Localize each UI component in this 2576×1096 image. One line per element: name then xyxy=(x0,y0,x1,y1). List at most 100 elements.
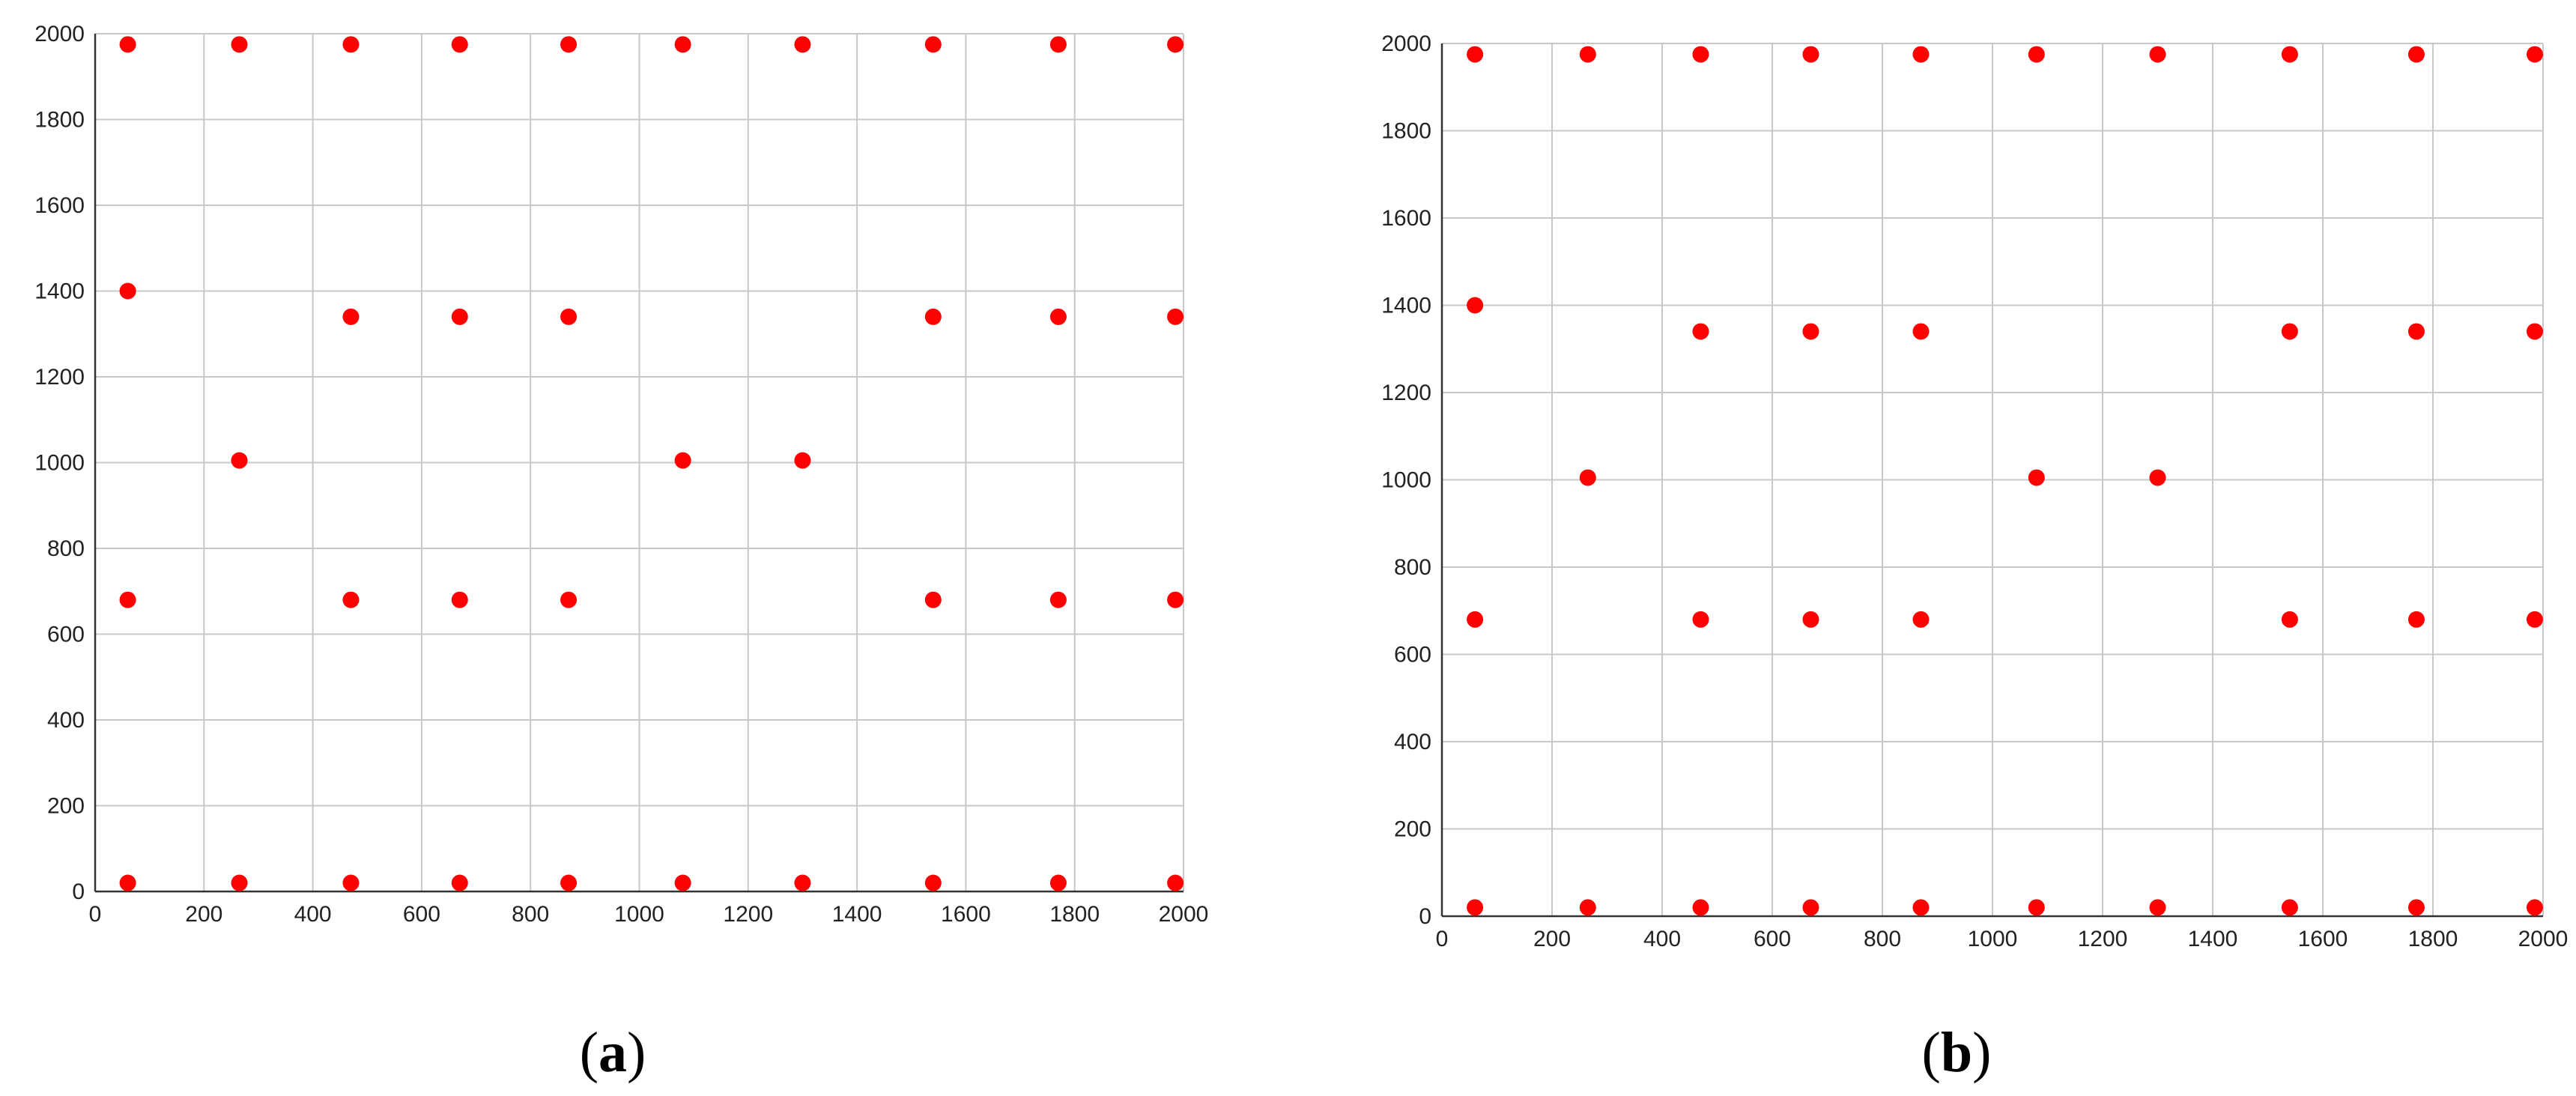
data-point-a-19 xyxy=(794,452,811,469)
y-tick-label-a-2: 400 xyxy=(47,708,85,733)
data-point-a-2 xyxy=(342,36,360,53)
panel-label-b-open: ( xyxy=(1922,1021,1941,1084)
panel-label-a-open: ( xyxy=(580,1021,598,1084)
data-point-a-29 xyxy=(342,874,360,891)
data-point-a-6 xyxy=(794,36,811,53)
data-point-a-0 xyxy=(119,36,136,53)
x-tick-label-a-8: 1600 xyxy=(941,902,991,927)
x-tick-label-a-9: 1800 xyxy=(1049,902,1100,927)
data-point-a-10 xyxy=(119,282,136,300)
data-point-a-14 xyxy=(924,308,942,325)
data-point-a-23 xyxy=(560,591,578,608)
data-point-b-34 xyxy=(2281,899,2298,916)
data-point-b-1 xyxy=(1579,46,1596,63)
data-point-b-12 xyxy=(1802,323,1819,340)
x-tick-label-b-4: 800 xyxy=(1864,927,1901,951)
data-point-b-14 xyxy=(2281,323,2298,340)
y-tick-label-a-0: 0 xyxy=(72,879,85,904)
data-point-b-21 xyxy=(1692,611,1709,628)
data-point-b-5 xyxy=(2028,46,2045,63)
panel-label-b-close: ) xyxy=(1972,1021,1991,1084)
data-point-b-33 xyxy=(2149,899,2166,916)
data-point-a-28 xyxy=(231,874,248,891)
data-point-a-13 xyxy=(560,308,578,325)
y-tick-label-b-2: 400 xyxy=(1394,730,1431,754)
y-tick-label-a-3: 600 xyxy=(47,623,85,647)
data-point-b-10 xyxy=(1467,297,1484,314)
x-tick-label-a-6: 1200 xyxy=(723,902,773,927)
data-point-b-17 xyxy=(1579,469,1596,486)
y-tick-label-b-8: 1600 xyxy=(1381,206,1431,231)
x-tick-label-b-2: 400 xyxy=(1643,927,1681,951)
x-tick-label-b-1: 200 xyxy=(1533,927,1571,951)
y-tick-label-b-3: 600 xyxy=(1394,643,1431,667)
y-tick-label-b-10: 2000 xyxy=(1381,31,1431,56)
y-tick-label-b-5: 1000 xyxy=(1381,468,1431,493)
x-tick-label-b-0: 0 xyxy=(1436,927,1449,951)
x-tick-label-b-7: 1400 xyxy=(2188,927,2238,951)
x-tick-label-b-3: 600 xyxy=(1754,927,1791,951)
data-point-b-3 xyxy=(1802,46,1819,63)
y-tick-label-a-1: 200 xyxy=(47,794,85,819)
data-point-a-3 xyxy=(451,36,468,53)
data-point-b-32 xyxy=(2028,899,2045,916)
data-point-a-24 xyxy=(924,591,942,608)
x-tick-label-a-1: 200 xyxy=(185,902,222,927)
data-point-a-15 xyxy=(1049,308,1067,325)
chart-panel-a: 0 200 400 600 800 1000 1200 1400 1600 1800 2000 0 20… xyxy=(34,22,1208,927)
data-point-b-2 xyxy=(1692,46,1709,63)
y-tick-label-a-10: 2000 xyxy=(34,22,85,46)
data-point-a-5 xyxy=(674,36,691,53)
data-point-b-22 xyxy=(1802,611,1819,628)
y-tick-label-a-9: 1800 xyxy=(34,108,85,133)
chart-panel-b: 0 200 400 600 800 1000 1200 1400 1600 1800 2000 0 20… xyxy=(1381,31,2568,951)
y-tick-label-b-9: 1800 xyxy=(1381,119,1431,144)
data-point-b-36 xyxy=(2526,899,2543,916)
panel-label-b-letter: b xyxy=(1941,1021,1972,1084)
data-point-a-7 xyxy=(924,36,942,53)
data-point-b-25 xyxy=(2407,611,2425,628)
data-point-a-30 xyxy=(451,874,468,891)
panel-label-a: (a) xyxy=(580,1021,646,1084)
x-tick-label-a-4: 800 xyxy=(512,902,549,927)
y-tick-label-b-1: 200 xyxy=(1394,817,1431,842)
y-tick-label-a-6: 1200 xyxy=(34,365,85,390)
data-point-b-18 xyxy=(2028,469,2045,486)
data-point-a-21 xyxy=(342,591,360,608)
y-tick-label-a-5: 1000 xyxy=(34,451,85,476)
data-point-a-9 xyxy=(1167,36,1184,53)
data-point-a-20 xyxy=(119,591,136,608)
data-point-a-25 xyxy=(1049,591,1067,608)
y-tick-label-a-4: 800 xyxy=(47,536,85,561)
y-tick-label-a-7: 1400 xyxy=(34,279,85,304)
data-point-a-16 xyxy=(1167,308,1184,325)
data-point-a-11 xyxy=(342,308,360,325)
y-tick-label-b-0: 0 xyxy=(1419,904,1431,929)
data-point-b-35 xyxy=(2407,899,2425,916)
data-point-a-36 xyxy=(1167,874,1184,891)
y-tick-label-b-4: 800 xyxy=(1394,555,1431,580)
data-point-a-1 xyxy=(231,36,248,53)
y-tick-label-b-6: 1200 xyxy=(1381,381,1431,405)
data-point-b-27 xyxy=(1467,899,1484,916)
data-point-a-17 xyxy=(231,452,248,469)
data-point-b-23 xyxy=(1912,611,1930,628)
panel-label-a-letter: a xyxy=(598,1021,627,1084)
data-point-b-30 xyxy=(1802,899,1819,916)
data-point-b-20 xyxy=(1467,611,1484,628)
data-point-b-7 xyxy=(2281,46,2298,63)
data-point-a-12 xyxy=(451,308,468,325)
data-point-b-19 xyxy=(2149,469,2166,486)
data-point-b-9 xyxy=(2526,46,2543,63)
data-point-a-33 xyxy=(794,874,811,891)
data-point-b-15 xyxy=(2407,323,2425,340)
data-point-a-4 xyxy=(560,36,578,53)
data-point-a-31 xyxy=(560,874,578,891)
x-tick-label-a-0: 0 xyxy=(89,902,102,927)
x-tick-label-b-6: 1200 xyxy=(2078,927,2128,951)
x-tick-label-a-5: 1000 xyxy=(614,902,664,927)
panel-label-a-close: ) xyxy=(627,1021,646,1084)
data-point-b-13 xyxy=(1912,323,1930,340)
data-point-a-32 xyxy=(674,874,691,891)
